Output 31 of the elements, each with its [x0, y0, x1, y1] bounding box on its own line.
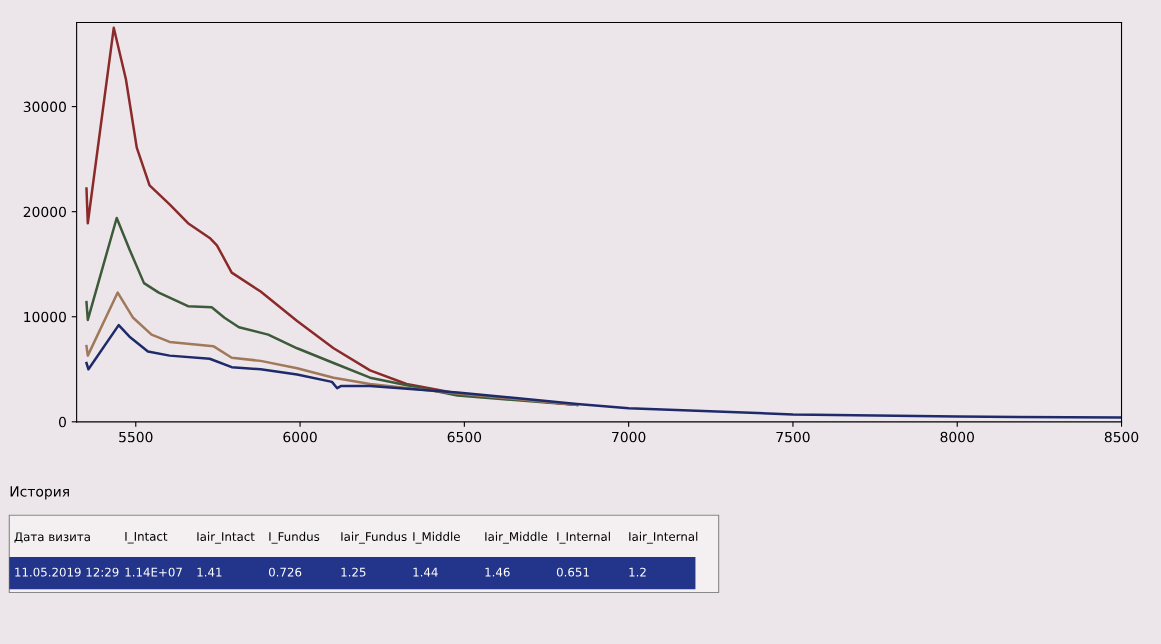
- x-tick-label: 7500: [776, 431, 810, 443]
- text: 1.44: [413, 567, 438, 577]
- text: Дата визита: [14, 532, 90, 543]
- x-tick-label: 8000: [940, 431, 974, 443]
- text: 1.25: [341, 567, 366, 577]
- x-tick-label: 8500: [1104, 431, 1139, 443]
- text: История: [10, 486, 69, 500]
- line-series: [85, 323, 1122, 419]
- text: I_Intact: [125, 532, 168, 544]
- text: Iair_Fundus: [341, 531, 407, 544]
- text: 1.41: [197, 567, 222, 577]
- text: 1.2: [629, 567, 646, 577]
- x-tick-label: 6500: [447, 431, 482, 443]
- text: Iair_Intact: [197, 531, 255, 544]
- x-tick-label: 6000: [283, 431, 317, 443]
- text: I_Internal: [557, 531, 610, 544]
- x-tick-label: 7000: [612, 431, 646, 443]
- text: 1.46: [485, 567, 510, 577]
- y-tick-label: 30000: [23, 101, 66, 113]
- text: 0.726: [268, 567, 302, 577]
- text: Iair_Middle: [485, 531, 548, 544]
- text: Iair_Internal: [629, 531, 698, 544]
- x-tick-label: 5500: [119, 431, 153, 443]
- text: 0.651: [556, 567, 589, 577]
- y-tick-label: 10000: [24, 311, 66, 323]
- text: 1.14E+07: [125, 567, 182, 577]
- y-tick-label: 20000: [23, 206, 66, 218]
- text: I_Fundus: [269, 531, 320, 544]
- y-tick-label: 0: [58, 416, 66, 428]
- text: I_Middle: [413, 531, 460, 544]
- text: 11.05.2019 12:29: [15, 567, 119, 577]
